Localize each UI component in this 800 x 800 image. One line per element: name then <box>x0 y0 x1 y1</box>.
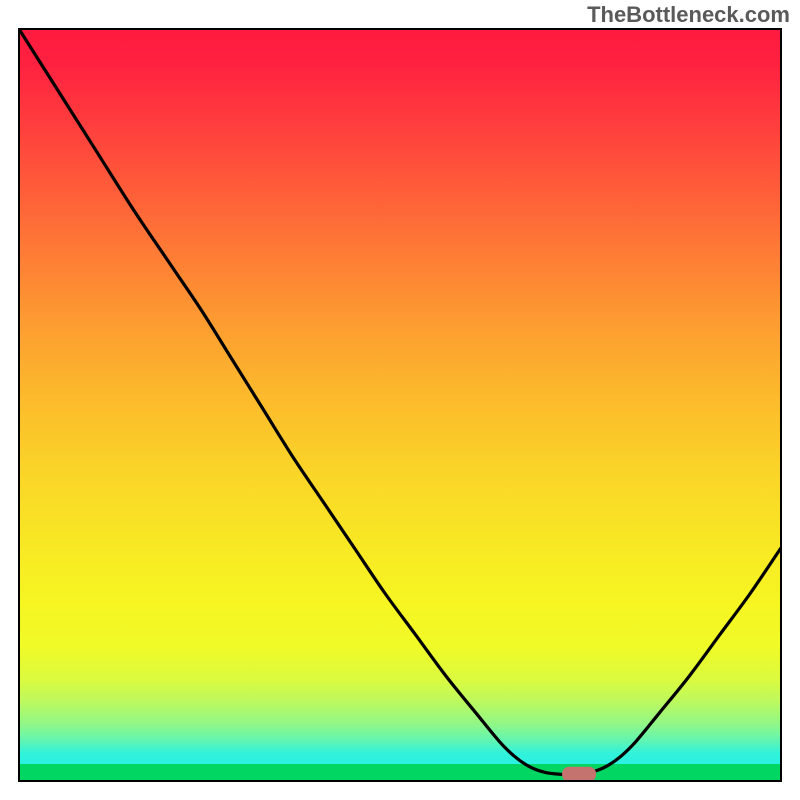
green-baseline-bar <box>19 764 781 781</box>
minimum-marker <box>562 767 596 782</box>
gradient-background <box>19 29 781 764</box>
bottleneck-chart <box>0 0 800 800</box>
watermark-text: TheBottleneck.com <box>587 2 790 28</box>
